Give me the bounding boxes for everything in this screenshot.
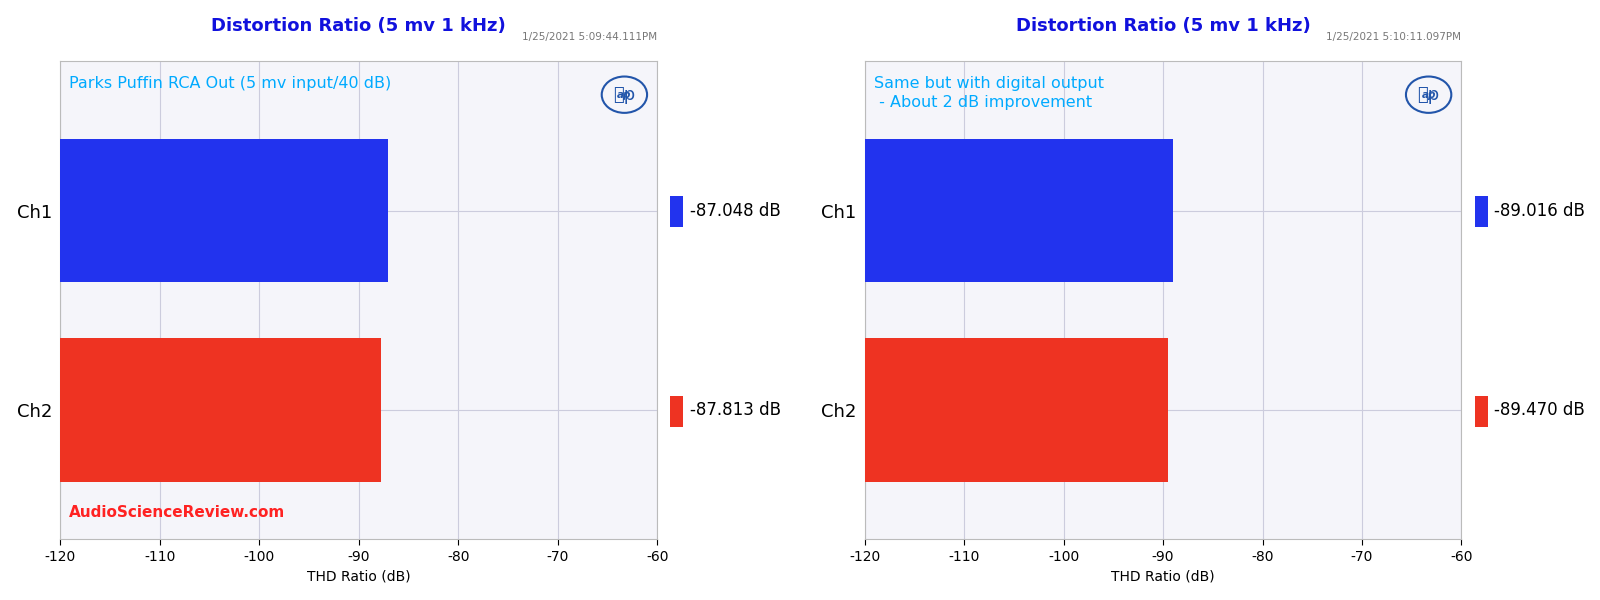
Text: -89.470 dB: -89.470 dB [1494,401,1586,419]
Title: Distortion Ratio (5 mv 1 kHz): Distortion Ratio (5 mv 1 kHz) [211,17,506,35]
FancyBboxPatch shape [1475,395,1488,427]
Title: Distortion Ratio (5 mv 1 kHz): Distortion Ratio (5 mv 1 kHz) [1016,17,1310,35]
Text: -89.016 dB: -89.016 dB [1494,202,1586,220]
Text: AudioScienceReview.com: AudioScienceReview.com [69,505,285,520]
Text: ap: ap [1421,89,1435,100]
Text: Same but with digital output
 - About 2 dB improvement: Same but with digital output - About 2 d… [874,76,1104,110]
Text: -87.813 dB: -87.813 dB [690,401,781,419]
Text: Parks Puffin RCA Out (5 mv input/40 dB): Parks Puffin RCA Out (5 mv input/40 dB) [69,76,392,91]
Bar [864,338,1168,482]
FancyBboxPatch shape [1475,196,1488,227]
Text: 1/25/2021 5:09:44.111PM: 1/25/2021 5:09:44.111PM [522,32,658,42]
Bar [864,139,1173,283]
X-axis label: THD Ratio (dB): THD Ratio (dB) [1112,569,1214,583]
Text: -87.048 dB: -87.048 dB [690,202,781,220]
Text: Ⓐp: Ⓐp [1418,86,1440,104]
Text: 1/25/2021 5:10:11.097PM: 1/25/2021 5:10:11.097PM [1326,32,1461,42]
Text: ap: ap [618,89,632,100]
Bar [61,338,381,482]
X-axis label: THD Ratio (dB): THD Ratio (dB) [307,569,411,583]
FancyBboxPatch shape [670,196,683,227]
Text: Ⓐp: Ⓐp [613,86,635,104]
FancyBboxPatch shape [670,395,683,427]
Bar [61,139,389,283]
